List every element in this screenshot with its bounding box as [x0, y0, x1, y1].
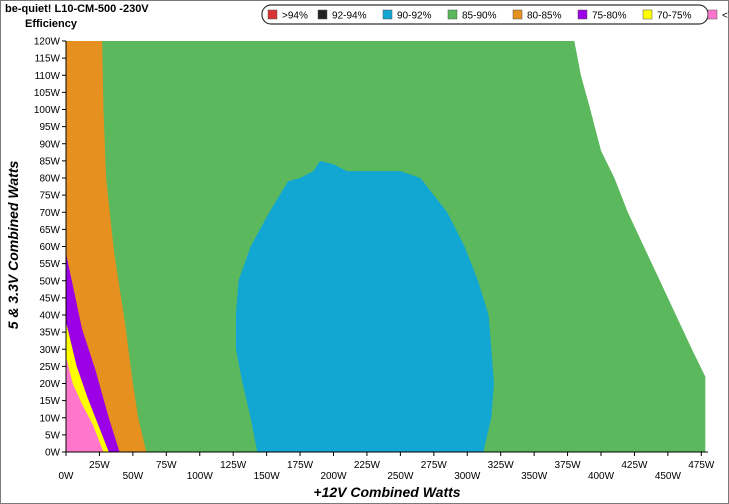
y-tick-label: 35W [39, 328, 60, 339]
x-tick-label: 75W [156, 460, 177, 471]
legend-swatch [512, 9, 523, 20]
y-tick-label: 65W [39, 225, 60, 236]
y-tick-label: 30W [39, 345, 60, 356]
legend-label: >94% [282, 11, 308, 22]
legend-swatch [382, 9, 393, 20]
x-tick-label: 150W [254, 471, 281, 482]
y-tick-label: 95W [39, 122, 60, 133]
y-tick-label: 75W [39, 191, 60, 202]
y-tick-label: 50W [39, 276, 60, 287]
x-tick-label: 325W [488, 460, 515, 471]
y-tick-label: 100W [34, 105, 61, 116]
y-tick-label: 105W [34, 88, 61, 99]
x-axis-title: +12V Combined Watts [313, 484, 460, 500]
x-tick-label: 125W [220, 460, 247, 471]
y-tick-label: 45W [39, 293, 60, 304]
x-tick-label: 425W [621, 460, 648, 471]
y-tick-label: 85W [39, 156, 60, 167]
chart-title: be-quiet! L10-CM-500 -230V [5, 3, 149, 15]
legend-swatch [577, 9, 588, 20]
legend-swatch [642, 9, 653, 20]
x-tick-label: 100W [187, 471, 214, 482]
legend-swatch [447, 9, 458, 20]
y-tick-label: 25W [39, 362, 60, 373]
y-tick-label: 20W [39, 379, 60, 390]
y-axis-title: 5 & 3.3V Combined Watts [5, 161, 21, 330]
y-tick-label: 115W [35, 54, 61, 65]
legend-label: 85-90% [462, 11, 497, 22]
chart-subtitle: Efficiency [25, 18, 77, 30]
legend-swatch [707, 9, 718, 20]
x-tick-label: 300W [454, 471, 481, 482]
band-below-70 [66, 356, 104, 452]
y-tick-label: 15W [39, 396, 60, 407]
x-tick-label: 350W [521, 471, 548, 482]
legend-label: 75-80% [592, 11, 627, 22]
y-tick-label: 80W [39, 174, 60, 185]
x-tick-label: 375W [555, 460, 582, 471]
x-tick-label: 475W [688, 460, 715, 471]
y-tick-label: 40W [39, 311, 60, 322]
x-tick-label: 450W [655, 471, 682, 482]
y-tick-label: 5W [45, 430, 61, 441]
x-tick-label: 25W [89, 460, 110, 471]
y-tick-label: 110W [35, 71, 61, 82]
x-tick-label: 175W [287, 460, 314, 471]
x-tick-label: 50W [123, 471, 144, 482]
y-tick-label: 55W [39, 259, 60, 270]
x-tick-label: 225W [354, 460, 381, 471]
legend-label: 80-85% [527, 11, 562, 22]
y-tick-label: 0W [45, 448, 61, 459]
y-tick-label: 90W [39, 139, 60, 150]
axes: 0W 5W 10W 15W 20W 25W 30W 35W 40W 45W 50W 55W 60W 65W… [34, 37, 715, 483]
legend-label: <70% [722, 11, 729, 22]
band-90-92 [235, 160, 494, 452]
y-tick-label: 120W [34, 37, 61, 48]
x-tick-label: 0W [59, 471, 75, 482]
legend-swatch [267, 9, 278, 20]
legend: >94% 92-94% 90-92% 85-90% 80-85% 75-80% 70-75%… [261, 4, 729, 25]
x-tick-label: 250W [387, 471, 414, 482]
plot-area [66, 41, 706, 452]
x-tick-label: 275W [421, 460, 448, 471]
legend-label: 92-94% [332, 11, 367, 22]
y-tick-label: 10W [39, 413, 60, 424]
legend-label: 70-75% [657, 11, 692, 22]
y-tick-label: 70W [39, 208, 60, 219]
y-tick-label: 60W [39, 242, 60, 253]
x-tick-label: 400W [588, 471, 615, 482]
x-tick-label: 200W [320, 471, 347, 482]
legend-swatch [317, 9, 328, 20]
legend-label: 90-92% [397, 11, 432, 22]
